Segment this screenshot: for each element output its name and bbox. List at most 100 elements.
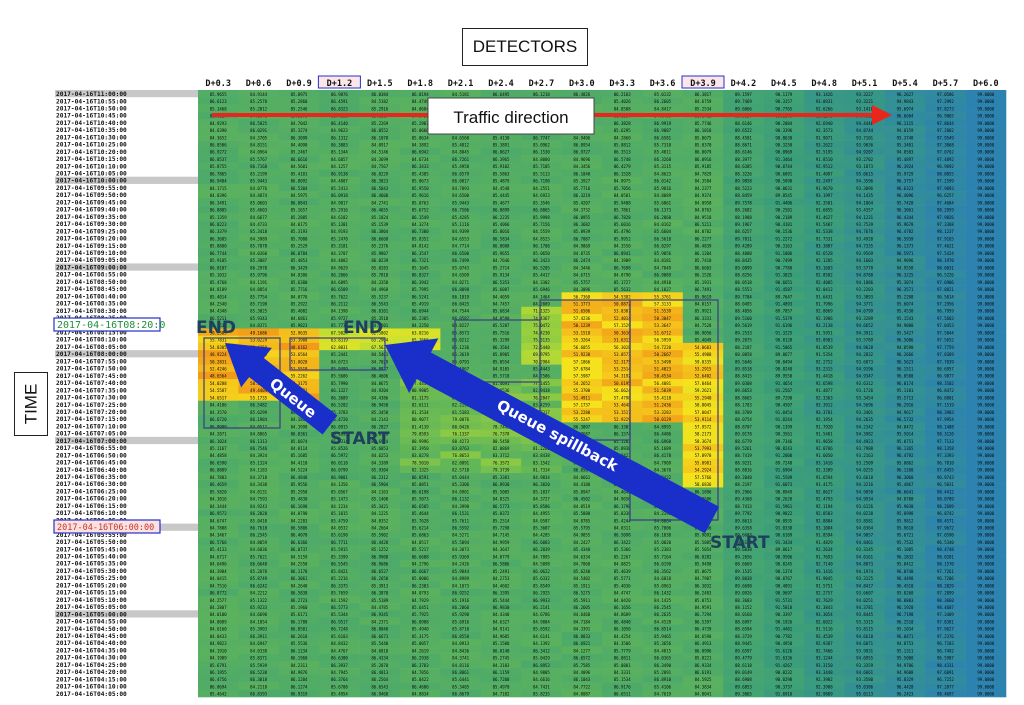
heatmap-cell [561, 277, 603, 286]
cell-value: 96.5623 [897, 359, 914, 364]
heatmap-cell [925, 155, 966, 163]
cell-value: 97.8455 [937, 468, 954, 473]
cell-value: 99.0000 [977, 583, 994, 588]
heatmap-cell [763, 538, 805, 546]
cell-value: 89.0899 [735, 265, 752, 270]
heatmap-cell [925, 379, 966, 387]
heatmap-cell [359, 256, 401, 264]
cell-value: 99.0000 [977, 359, 994, 364]
heatmap-cell [763, 241, 805, 250]
cell-value: 86.8930 [493, 482, 510, 487]
time-axis-box: TIME [14, 372, 48, 436]
cell-value: 84.6160 [210, 627, 227, 632]
heatmap-cell [359, 118, 401, 127]
heatmap-cell [278, 212, 320, 221]
heatmap-cell [965, 393, 1007, 402]
cell-value: 96.0740 [897, 569, 914, 574]
cell-value: 95.8329 [897, 677, 914, 682]
cell-value: 85.9619 [695, 294, 712, 299]
heatmap-cell [642, 465, 684, 474]
cell-value: 88.7413 [735, 504, 752, 509]
cell-value: 85.6103 [331, 634, 348, 639]
heatmap-cell [925, 342, 966, 351]
cell-value: 85.7818 [371, 273, 388, 278]
row-label: 2017-04-16T08:35:00 [56, 301, 127, 308]
cell-value: 99.0000 [977, 236, 994, 241]
heatmap-cell [400, 595, 441, 604]
heatmap-cell [561, 393, 603, 402]
heatmap-cell [884, 126, 926, 134]
heatmap-cell [238, 386, 280, 394]
heatmap-cell [844, 603, 886, 611]
heatmap-cell [682, 183, 724, 192]
heatmap-cell [521, 220, 562, 228]
cell-value: 86.3764 [331, 677, 348, 682]
column-highlight [317, 75, 361, 89]
heatmap-cell [561, 335, 603, 344]
heatmap-cell [844, 487, 886, 495]
cell-value: 54.0683 [695, 345, 712, 350]
column-label: D+0.6 [246, 79, 272, 89]
cell-value: 99.0000 [977, 460, 994, 465]
heatmap-cell [319, 415, 360, 423]
cell-value: 97.7039 [937, 359, 954, 364]
heatmap-cell [521, 162, 562, 170]
heatmap-cell [804, 191, 845, 199]
heatmap-cell [965, 335, 1007, 344]
heatmap-cell [480, 285, 522, 293]
heatmap-cell [642, 248, 684, 257]
heatmap-cell [238, 263, 280, 271]
row-label: 2017-04-16T06:50:00 [56, 452, 127, 459]
heatmap-cell [723, 133, 764, 141]
cell-value: 85.3381 [493, 475, 510, 480]
cell-value: 85.9796 [250, 273, 267, 278]
cell-value: 90.9697 [775, 591, 792, 596]
cell-value: 84.2540 [210, 301, 227, 306]
cell-value: 89.2966 [735, 489, 752, 494]
cell-value: 85.3518 [371, 316, 388, 321]
cell-value: 85.1931 [695, 280, 712, 285]
cell-value: 94.6861 [856, 670, 873, 675]
cell-value: 88.5553 [735, 287, 752, 292]
heatmap-cell [884, 639, 926, 647]
cell-value: 86.0425 [452, 301, 469, 306]
heatmap-cell [480, 668, 522, 676]
cell-value: 89.9858 [735, 179, 752, 184]
cell-value: 85.7310 [654, 143, 671, 148]
cell-value: 91.3434 [775, 540, 792, 545]
heatmap-cell [682, 212, 724, 221]
heatmap-cell [925, 183, 966, 192]
cell-value: 86.6543 [371, 684, 388, 689]
cell-value: 86.6500 [452, 251, 469, 256]
cell-value: 94.9347 [856, 374, 873, 379]
heatmap-cell [682, 407, 724, 416]
cell-value: 85.8371 [250, 656, 267, 661]
cell-value: 95.0412 [897, 562, 914, 567]
heatmap-cell [723, 176, 764, 185]
row-label: 2017-04-16T05:30:00 [56, 568, 127, 575]
heatmap-cell [198, 285, 239, 293]
cell-value: 86.4839 [695, 244, 712, 249]
cell-value: 84.7808 [210, 525, 227, 530]
heatmap-cell [965, 487, 1007, 495]
cell-value: 86.9830 [493, 605, 510, 610]
heatmap-cell [642, 603, 684, 611]
heatmap-cell [480, 610, 522, 618]
heatmap-cell [238, 191, 280, 199]
cell-value: 85.8812 [614, 143, 631, 148]
heatmap-cell [965, 306, 1007, 315]
row-label: 2017-04-16T04:40:00 [56, 640, 127, 647]
cell-value: 99.0000 [977, 114, 994, 119]
cell-value: 89.7647 [775, 294, 792, 299]
cell-value: 85.4603 [250, 208, 267, 213]
heatmap-cell [238, 595, 280, 604]
heatmap-cell [319, 487, 360, 495]
heatmap-cell [238, 501, 280, 510]
cell-value: 93.1426 [816, 92, 833, 97]
cell-value: 84.4815 [654, 648, 671, 653]
heatmap-cell [602, 328, 643, 336]
cell-value: 85.5536 [291, 641, 308, 646]
cell-value: 90.1926 [775, 619, 792, 624]
heatmap-cell [198, 581, 239, 589]
cell-value: 85.5366 [614, 547, 631, 552]
